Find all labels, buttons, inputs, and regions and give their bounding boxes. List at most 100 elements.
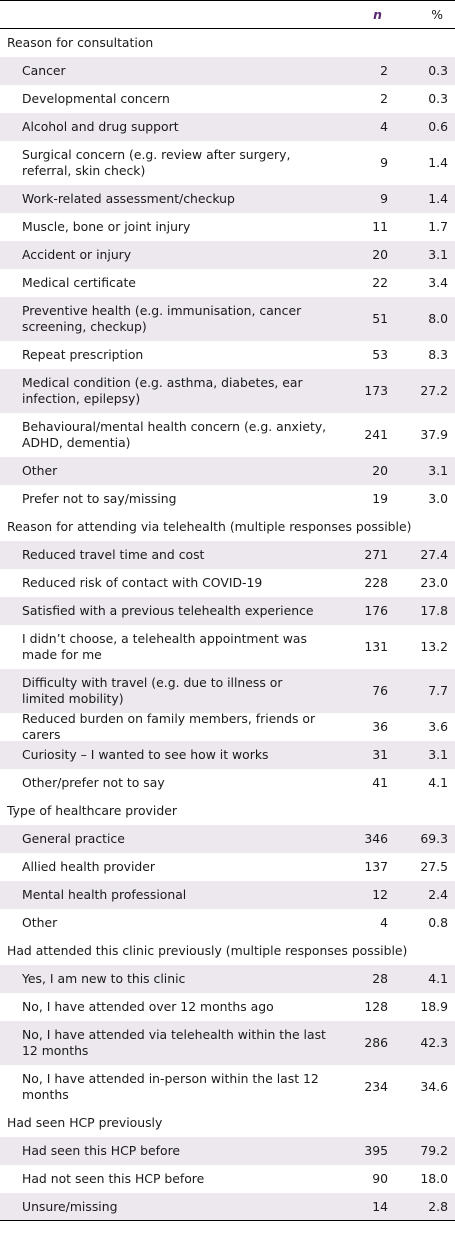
row-n: 228 xyxy=(364,575,388,590)
row-percent: 27.2 xyxy=(420,383,448,398)
row-percent: 3.0 xyxy=(428,491,448,506)
row-percent: 27.4 xyxy=(420,547,448,562)
row-percent: 2.8 xyxy=(428,1198,448,1214)
row-n: 51 xyxy=(372,311,388,326)
table-row: No, I have attended in-person within the… xyxy=(0,1065,455,1109)
row-n: 20 xyxy=(372,463,388,478)
row-n: 131 xyxy=(364,639,388,654)
row-label: Repeat prescription xyxy=(22,347,144,362)
row-percent: 17.8 xyxy=(420,603,448,618)
table-row: Reduced travel time and cost 271 27.4 xyxy=(0,541,455,569)
row-n: 12 xyxy=(372,887,388,902)
row-n: 2 xyxy=(380,91,388,106)
table-row: Preventive health (e.g. immunisation, ca… xyxy=(0,297,455,341)
row-label: Behavioural/mental health concern (e.g. … xyxy=(22,419,327,450)
row-n: 9 xyxy=(380,191,388,206)
section-title: Had attended this clinic previously (mul… xyxy=(7,943,408,958)
table-row: Accident or injury 20 3.1 xyxy=(0,241,455,269)
table-row: Medical condition (e.g. asthma, diabetes… xyxy=(0,369,455,413)
row-percent: 3.1 xyxy=(428,747,448,762)
row-label: Curiosity – I wanted to see how it works xyxy=(22,747,269,762)
row-label: Cancer xyxy=(22,63,66,78)
row-percent: 34.6 xyxy=(420,1079,448,1094)
row-percent: 1.4 xyxy=(428,191,448,206)
row-percent: 8.0 xyxy=(428,311,448,326)
table-row: Allied health provider 137 27.5 xyxy=(0,853,455,881)
row-n: 4 xyxy=(380,119,388,134)
table-row: Work-related assessment/checkup 9 1.4 xyxy=(0,185,455,213)
row-n: 41 xyxy=(372,775,388,790)
table-row: Medical certificate 22 3.4 xyxy=(0,269,455,297)
header-percent: % xyxy=(431,7,443,22)
row-label: General practice xyxy=(22,831,125,846)
row-n: 22 xyxy=(372,275,388,290)
row-label: Accident or injury xyxy=(22,247,132,262)
table-row: Behavioural/mental health concern (e.g. … xyxy=(0,413,455,457)
row-n: 31 xyxy=(372,747,388,762)
row-label: Mental health professional xyxy=(22,887,187,902)
row-percent: 4.1 xyxy=(428,775,448,790)
table-row: Had seen this HCP before 395 79.2 xyxy=(0,1137,455,1165)
row-percent: 8.3 xyxy=(428,347,448,362)
row-percent: 0.6 xyxy=(428,119,448,134)
row-n: 173 xyxy=(364,383,388,398)
row-percent: 1.7 xyxy=(428,219,448,234)
row-percent: 23.0 xyxy=(420,575,448,590)
row-n: 176 xyxy=(364,603,388,618)
row-n: 11 xyxy=(372,219,388,234)
table-header: n % xyxy=(0,0,455,29)
table-row: Surgical concern (e.g. review after surg… xyxy=(0,141,455,185)
row-percent: 27.5 xyxy=(420,859,448,874)
section-header: Reason for consultation xyxy=(0,29,455,57)
row-percent: 0.8 xyxy=(428,915,448,930)
row-n: 128 xyxy=(364,999,388,1014)
section-header: Reason for attending via telehealth (mul… xyxy=(0,513,455,541)
table-row: Difficulty with travel (e.g. due to illn… xyxy=(0,669,455,713)
row-label: Reduced burden on family members, friend… xyxy=(22,711,316,742)
row-label: Reduced travel time and cost xyxy=(22,547,205,562)
row-label: Prefer not to say/missing xyxy=(22,491,177,506)
table-row: Developmental concern 2 0.3 xyxy=(0,85,455,113)
row-percent: 13.2 xyxy=(420,639,448,654)
row-n: 4 xyxy=(380,915,388,930)
row-n: 19 xyxy=(372,491,388,506)
row-n: 28 xyxy=(372,971,388,986)
section-header: Type of healthcare provider xyxy=(0,797,455,825)
table-body: Reason for consultation Cancer 2 0.3 Develop… xyxy=(0,29,455,1221)
table-row: Yes, I am new to this clinic 28 4.1 xyxy=(0,965,455,993)
row-label: Alcohol and drug support xyxy=(22,119,179,134)
row-label: Surgical concern (e.g. review after surg… xyxy=(22,147,291,178)
row-percent: 3.6 xyxy=(428,719,448,734)
row-label: Preventive health (e.g. immunisation, ca… xyxy=(22,303,302,334)
row-percent: 0.3 xyxy=(428,91,448,106)
row-n: 53 xyxy=(372,347,388,362)
row-n: 2 xyxy=(380,63,388,78)
table-row: Satisfied with a previous telehealth exp… xyxy=(0,597,455,625)
row-label: Satisfied with a previous telehealth exp… xyxy=(22,603,314,618)
section-title: Had seen HCP previously xyxy=(7,1115,163,1130)
table-row: Cancer 2 0.3 xyxy=(0,57,455,85)
row-label: I didn’t choose, a telehealth appointmen… xyxy=(22,631,307,662)
table-row: I didn’t choose, a telehealth appointmen… xyxy=(0,625,455,669)
row-label: Work-related assessment/checkup xyxy=(22,191,235,206)
row-percent: 4.1 xyxy=(428,971,448,986)
table-row: Unsure/missing 14 2.8 xyxy=(0,1193,455,1221)
table-row: Other 4 0.8 xyxy=(0,909,455,937)
table-row: Prefer not to say/missing 19 3.0 xyxy=(0,485,455,513)
row-n: 234 xyxy=(364,1079,388,1094)
row-label: Developmental concern xyxy=(22,91,170,106)
row-label: Medical certificate xyxy=(22,275,136,290)
row-percent: 3.1 xyxy=(428,463,448,478)
row-percent: 37.9 xyxy=(420,427,448,442)
row-n: 241 xyxy=(364,427,388,442)
row-label: Had seen this HCP before xyxy=(22,1143,181,1158)
row-n: 9 xyxy=(380,155,388,170)
row-n: 271 xyxy=(364,547,388,562)
row-percent: 69.3 xyxy=(420,831,448,846)
table-row: No, I have attended over 12 months ago 12… xyxy=(0,993,455,1021)
section-title: Reason for attending via telehealth (mul… xyxy=(7,519,412,534)
section-title: Reason for consultation xyxy=(7,35,154,50)
row-percent: 18.9 xyxy=(420,999,448,1014)
row-percent: 79.2 xyxy=(420,1143,448,1158)
